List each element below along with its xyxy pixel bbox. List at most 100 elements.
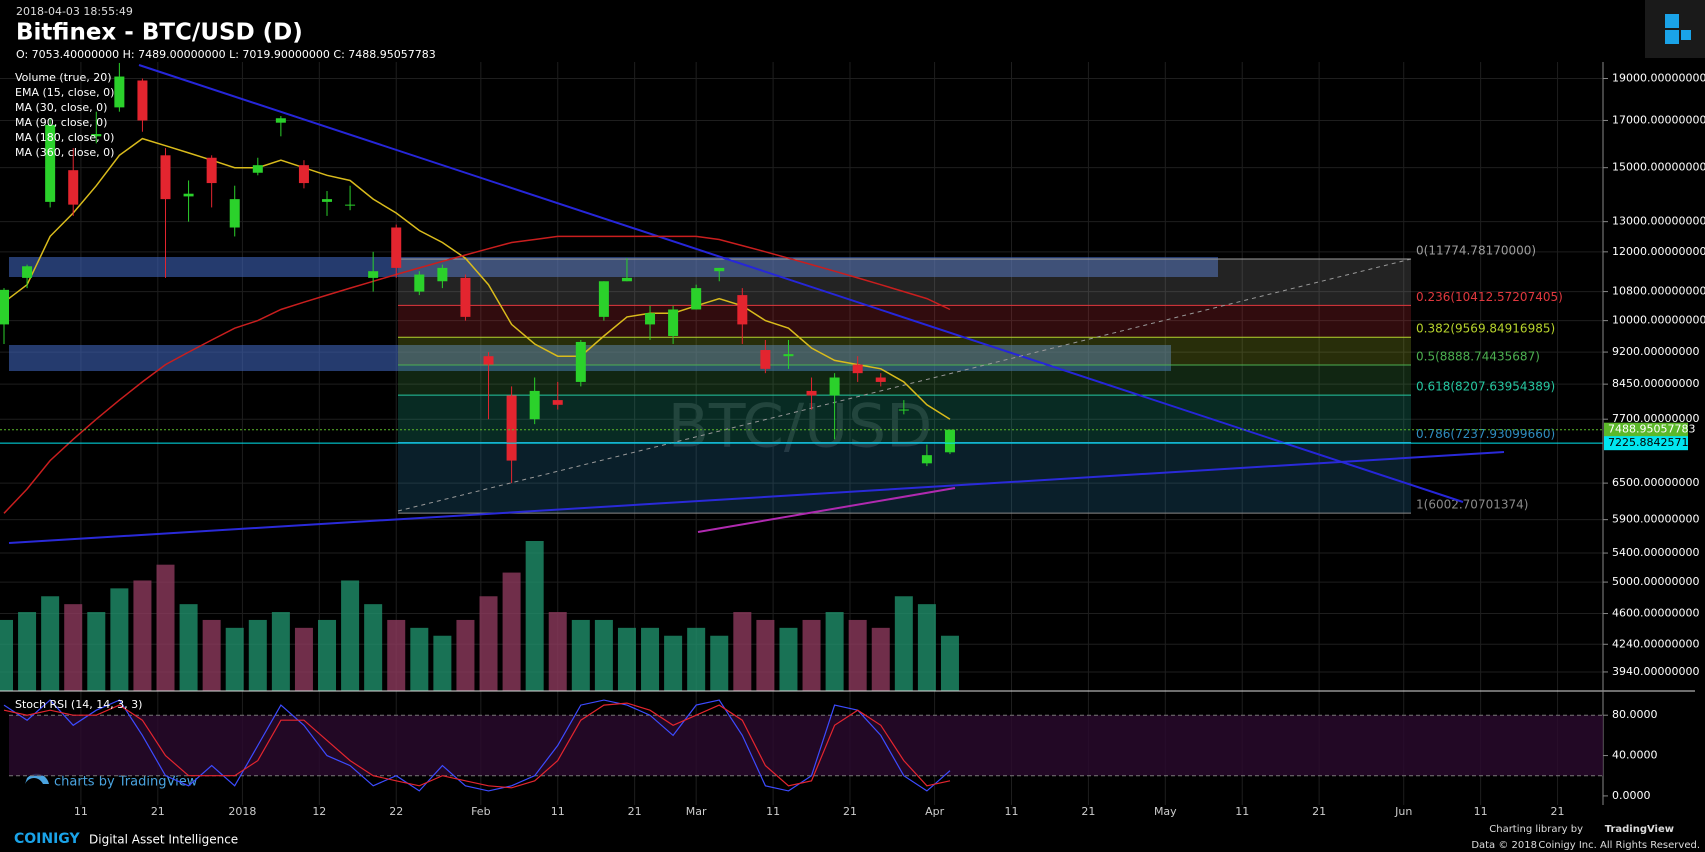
fib-label: 0.786(7237.93099660) xyxy=(1416,427,1555,441)
x-tick-label: 21 xyxy=(628,805,642,818)
tagline: Digital Asset Intelligence xyxy=(89,833,238,847)
price-tag xyxy=(1604,436,1688,451)
volume-bar xyxy=(387,619,406,691)
y-tick-label: 10800.00000000 xyxy=(1612,285,1705,298)
x-tick-label: 21 xyxy=(151,805,165,818)
candle-body xyxy=(275,118,286,123)
volume-bar xyxy=(594,619,613,691)
candle-body xyxy=(137,80,148,121)
y-tick-label: 3940.00000000 xyxy=(1612,665,1699,678)
tv-link[interactable]: charts by TradingView xyxy=(54,775,198,790)
candle-body xyxy=(506,395,517,461)
x-tick-label: 11 xyxy=(1235,805,1249,818)
fib-label: 0.382(9569.84916985) xyxy=(1416,322,1555,336)
candle-body xyxy=(645,313,656,325)
y-tick-label: 8450.00000000 xyxy=(1612,377,1699,390)
y-tick-label: 4600.00000000 xyxy=(1612,607,1699,620)
candle-body xyxy=(345,204,356,206)
volume-bar xyxy=(456,619,475,691)
x-tick-label: 12 xyxy=(312,805,326,818)
volume-bar xyxy=(341,580,360,691)
candle-body xyxy=(575,341,586,382)
x-tick-label: May xyxy=(1154,805,1177,818)
volume-bar xyxy=(318,619,337,691)
indicator-label: MA (180, close, 0) xyxy=(15,131,114,144)
brand: COINIGY xyxy=(14,831,80,847)
y-tick-label: 12000.00000000 xyxy=(1612,245,1705,258)
volume-bar xyxy=(133,580,152,691)
volume-bar xyxy=(225,627,244,691)
fib-label: 0(11774.78170000) xyxy=(1416,243,1536,257)
x-tick-label: Mar xyxy=(686,805,707,818)
volume-bar xyxy=(802,619,821,691)
volume-bar xyxy=(525,541,544,691)
library-name[interactable]: TradingView xyxy=(1605,824,1674,835)
trendline xyxy=(138,64,1464,503)
volume-bar xyxy=(271,612,290,691)
y-tick-label: 40.0000 xyxy=(1612,749,1658,762)
trendline xyxy=(8,451,1505,544)
volume-bar xyxy=(202,619,221,691)
volume-bar xyxy=(571,619,590,691)
library: Charting library by xyxy=(1489,824,1583,835)
candle-body xyxy=(206,157,217,184)
trendlines xyxy=(8,64,1505,544)
candle-body xyxy=(322,199,333,202)
y-tick-label: 5900.00000000 xyxy=(1612,513,1699,526)
timestamp: 2018-04-03 18:55:49 xyxy=(16,5,133,18)
volume-bar xyxy=(0,619,13,691)
x-tick-label: 2018 xyxy=(228,805,256,818)
fib-band xyxy=(398,442,1411,514)
candle-body xyxy=(391,227,402,268)
fib-band xyxy=(398,365,1411,396)
candle-body xyxy=(68,170,79,205)
y-tick-label: 0.0000 xyxy=(1612,789,1651,802)
y-tick-label: 10000.00000000 xyxy=(1612,314,1705,327)
logo-box[interactable] xyxy=(1645,0,1705,58)
x-tick-label: 11 xyxy=(551,805,565,818)
stoch-line xyxy=(3,702,951,789)
stoch-band xyxy=(9,715,1603,776)
volume-bar xyxy=(617,627,636,691)
overlay-pane xyxy=(0,62,1603,514)
y-tick-label: 5000.00000000 xyxy=(1612,575,1699,588)
x-tick-label: Jun xyxy=(1394,805,1412,818)
volume-bar xyxy=(871,627,890,691)
y-tick-label: 15000.00000000 xyxy=(1612,161,1705,174)
volume-bar xyxy=(433,635,452,691)
zone xyxy=(9,345,1171,371)
volume-bar xyxy=(664,635,683,691)
y-tick-label: 19000.00000000 xyxy=(1612,72,1705,85)
volume-bar xyxy=(940,635,959,691)
candle-body xyxy=(944,429,955,453)
candle-body xyxy=(668,309,679,337)
volume-bar xyxy=(917,604,936,691)
volume-bar xyxy=(41,596,60,691)
volume-bar xyxy=(479,596,498,691)
x-tick-label: Feb xyxy=(471,805,490,818)
moving-average xyxy=(3,137,951,420)
x-tick-label: 21 xyxy=(1312,805,1326,818)
volume-bar xyxy=(710,635,729,691)
x-tick-label: 21 xyxy=(1551,805,1565,818)
candle-body xyxy=(229,199,240,228)
volume-bar xyxy=(156,564,175,691)
candle-body xyxy=(483,356,494,365)
candle-body xyxy=(598,281,609,317)
candle-body xyxy=(183,193,194,197)
candle-body xyxy=(368,271,379,278)
rights: Coinigy Inc. All Rights Reserved. xyxy=(1538,840,1700,851)
title: Bitfinex - BTC/USD (D) xyxy=(16,20,303,46)
fib-label: 0.618(8207.63954389) xyxy=(1416,380,1555,394)
candle-body xyxy=(298,165,309,184)
fib-label: 0.5(8888.74435687) xyxy=(1416,350,1540,364)
x-tick-label: 11 xyxy=(74,805,88,818)
watermark: BTC/USD xyxy=(668,392,933,462)
volume-bar xyxy=(502,572,521,691)
volume-bar xyxy=(894,596,913,691)
candle-body xyxy=(460,277,471,317)
price-tag-label: 7488.95057783 xyxy=(1608,423,1695,436)
y-tick-label: 80.0000 xyxy=(1612,708,1658,721)
